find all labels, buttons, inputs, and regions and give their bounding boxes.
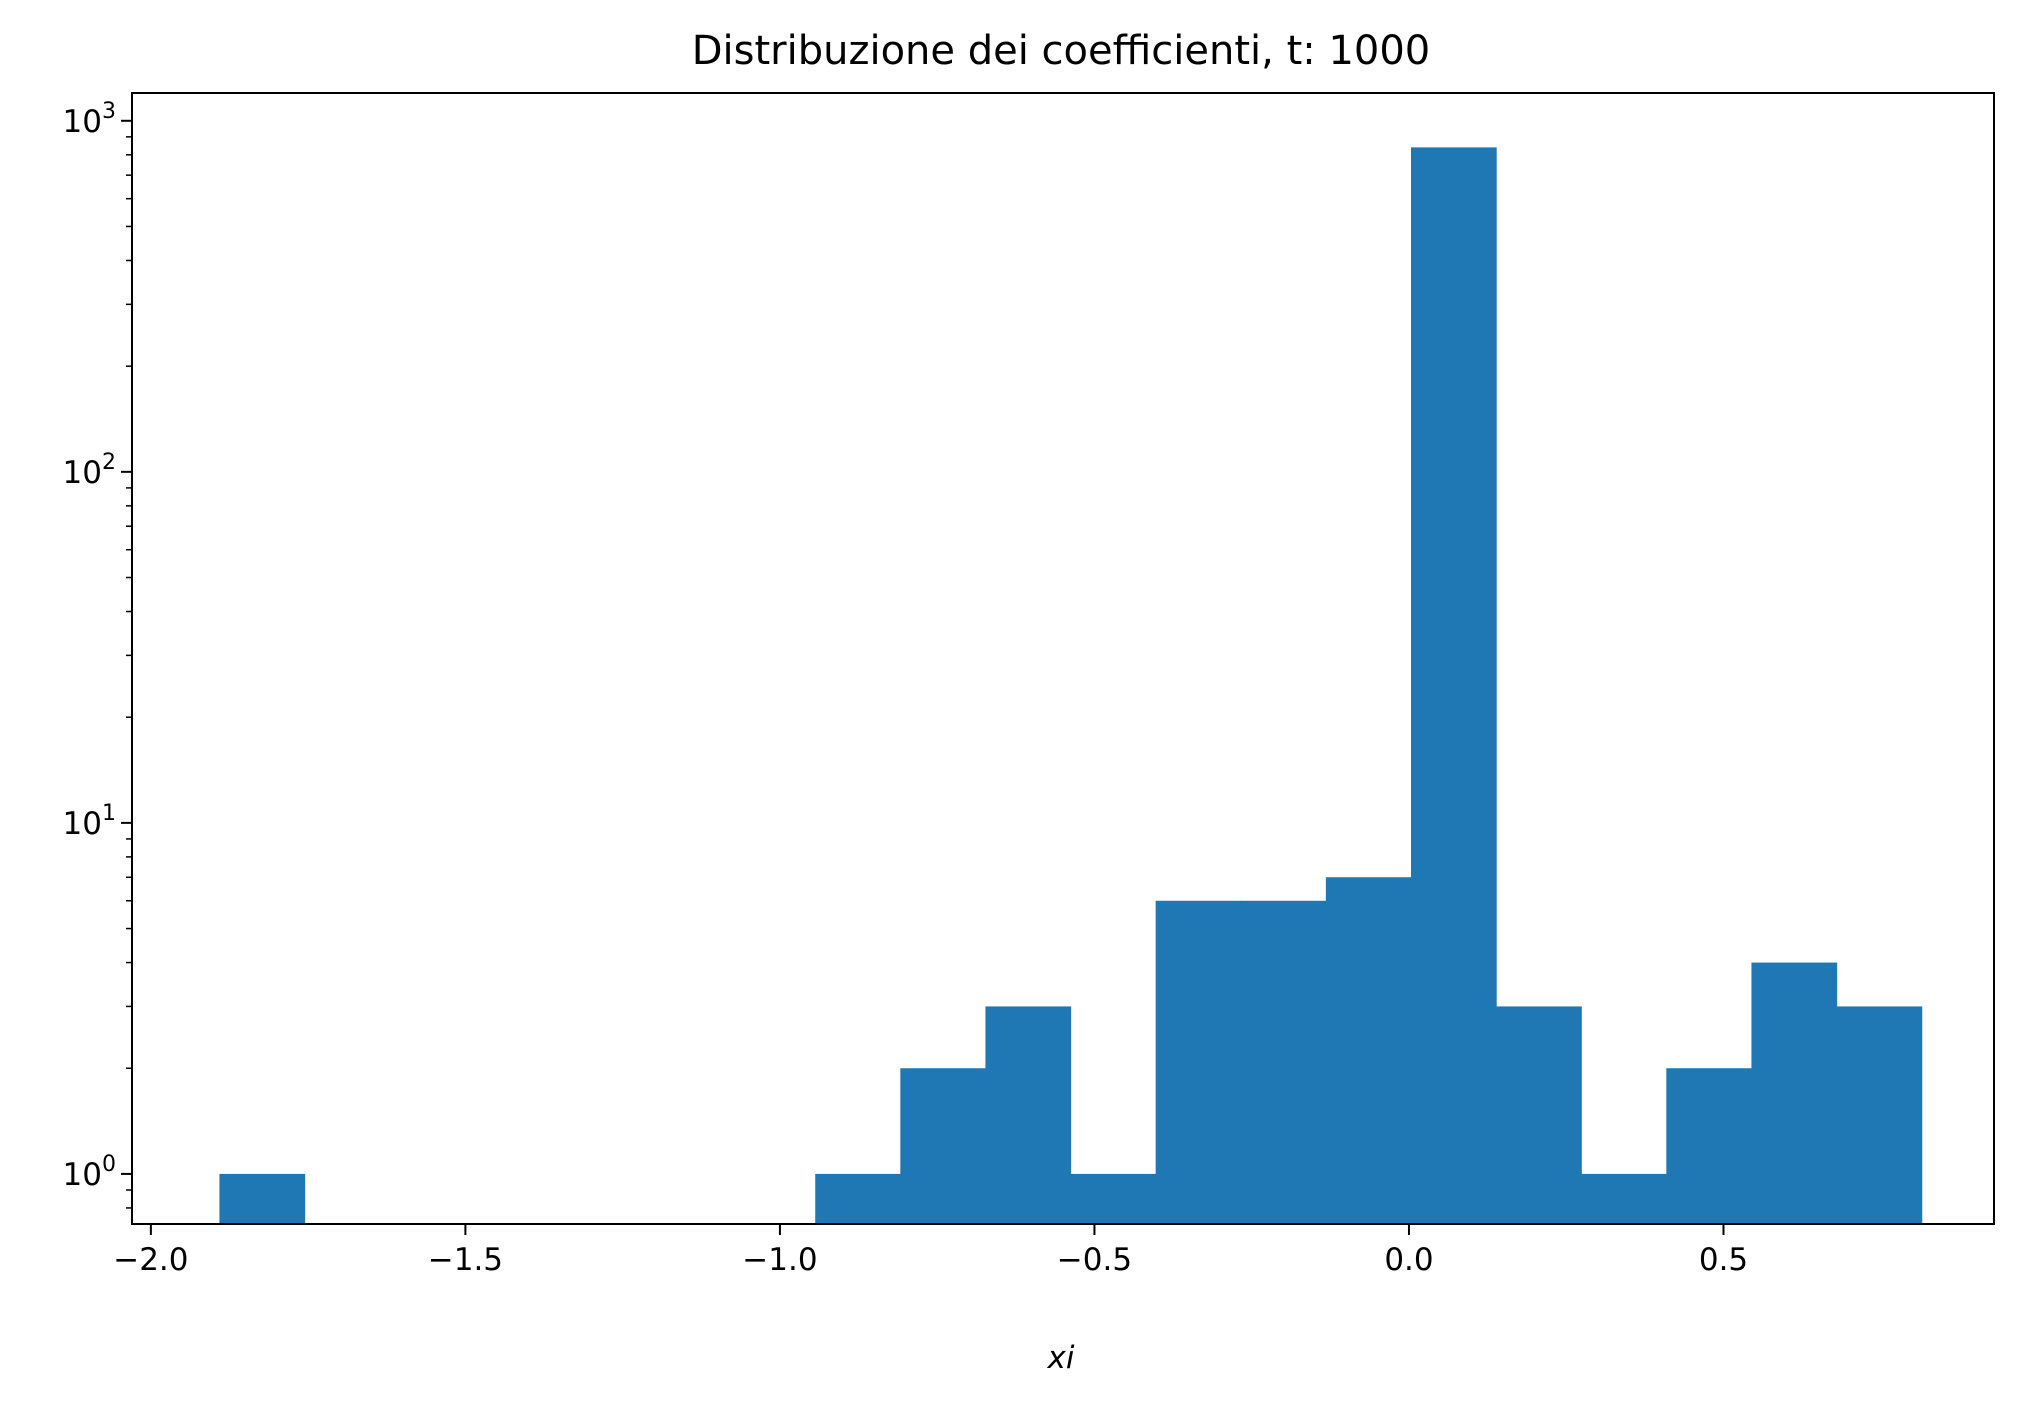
x-tick-label: 0.0 (1384, 1242, 1433, 1278)
x-tick-label: −0.5 (1057, 1242, 1132, 1278)
histogram-bar (1240, 900, 1327, 1224)
x-tick-label: −1.0 (742, 1242, 817, 1278)
histogram-bar (900, 1068, 987, 1224)
bars-layer (219, 147, 1923, 1224)
x-tick-label: −2.0 (113, 1242, 188, 1278)
y-tick-label-exponent: 1 (102, 801, 116, 826)
y-tick-label-base: 10 (63, 455, 102, 491)
y-tick-label: 102 (63, 450, 116, 491)
histogram-bar (985, 1006, 1072, 1224)
y-tick-label: 100 (63, 1152, 116, 1193)
y-tick-label-exponent: 0 (102, 1152, 116, 1177)
histogram-bar (1325, 877, 1412, 1224)
x-tick-label: −1.5 (428, 1242, 503, 1278)
histogram-bar (1836, 1006, 1923, 1224)
x-axis-label: xi (1047, 1340, 1075, 1376)
chart-title: Distribuzione dei coefficienti, t: 1000 (692, 28, 1431, 74)
y-tick-label: 103 (63, 99, 116, 140)
y-tick-label-base: 10 (63, 1157, 102, 1193)
histogram-bar (1155, 900, 1242, 1224)
histogram-bar (1751, 962, 1838, 1224)
y-tick-label-exponent: 2 (102, 450, 116, 475)
y-tick-label-base: 10 (63, 806, 102, 842)
histogram-bar (219, 1173, 306, 1224)
histogram-bar (1581, 1173, 1667, 1224)
histogram-bar (815, 1173, 901, 1224)
y-tick-label-base: 10 (63, 104, 102, 140)
y-tick-label: 101 (63, 801, 116, 842)
histogram-bar (1410, 147, 1497, 1224)
x-axis-ticks: −2.0 −1.5 −1.0 −0.5 0.0 0.5 (113, 1224, 1748, 1278)
x-tick-label: 0.5 (1699, 1242, 1748, 1278)
plot-area-frame (131, 92, 1995, 1225)
histogram-bar (1666, 1068, 1753, 1224)
y-tick-label-exponent: 3 (102, 99, 116, 124)
histogram-bar (1070, 1173, 1157, 1224)
histogram-bar (1496, 1006, 1582, 1224)
